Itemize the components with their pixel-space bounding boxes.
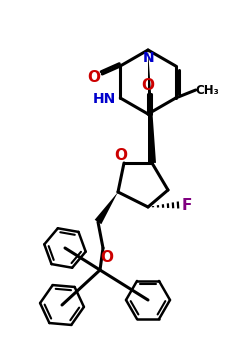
Text: N: N	[143, 51, 155, 65]
Text: O: O	[87, 70, 100, 84]
Text: F: F	[182, 197, 192, 212]
Text: O: O	[142, 77, 154, 92]
Polygon shape	[148, 50, 156, 163]
Polygon shape	[95, 192, 118, 224]
Text: CH₃: CH₃	[196, 84, 220, 97]
Text: HN: HN	[93, 92, 116, 106]
Text: O: O	[100, 250, 114, 265]
Text: O: O	[114, 147, 128, 162]
